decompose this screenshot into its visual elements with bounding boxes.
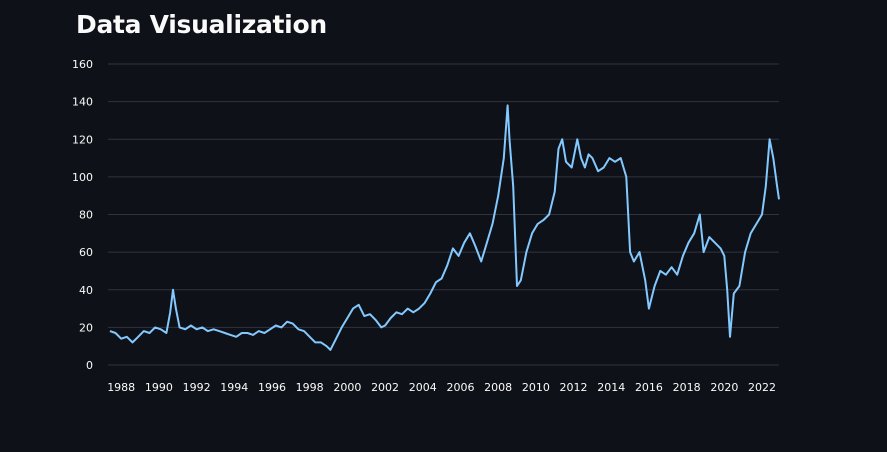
x-tick-label: 2006 [446, 381, 474, 394]
x-tick-label: 1988 [107, 381, 135, 394]
x-tick-label: 1998 [296, 381, 324, 394]
x-tick-label: 2002 [371, 381, 399, 394]
y-tick-label: 140 [72, 96, 93, 109]
y-tick-label: 60 [79, 246, 93, 259]
x-tick-label: 2016 [635, 381, 663, 394]
x-tick-label: 2018 [673, 381, 701, 394]
y-tick-label: 0 [86, 359, 93, 372]
y-tick-label: 40 [79, 284, 93, 297]
gridlines [108, 63, 779, 366]
x-tick-label: 2008 [484, 381, 512, 394]
x-tick-label: 2020 [710, 381, 738, 394]
page-title: Data Visualization [76, 10, 327, 39]
y-tick-label: 20 [79, 321, 93, 334]
x-tick-label: 2014 [597, 381, 625, 394]
x-tick-label: 1992 [183, 381, 211, 394]
y-tick-label: 100 [72, 171, 93, 184]
x-axis-ticks: 1988 1990 1992 1994 1996 1998 2000 2002 2004 2006… [107, 381, 776, 394]
series-line-0 [109, 104, 780, 351]
x-tick-label: 2012 [560, 381, 588, 394]
x-tick-label: 2004 [409, 381, 437, 394]
y-axis-ticks: 0 20 40 60 80 100 120 140 160 [72, 58, 93, 372]
x-tick-label: 2022 [748, 381, 776, 394]
series-layer [109, 104, 780, 351]
x-tick-label: 1990 [145, 381, 173, 394]
y-tick-label: 120 [72, 133, 93, 146]
x-tick-label: 2000 [333, 381, 361, 394]
x-tick-label: 1994 [220, 381, 248, 394]
y-tick-label: 160 [72, 58, 93, 71]
x-tick-label: 2010 [522, 381, 550, 394]
x-tick-label: 1996 [258, 381, 286, 394]
y-tick-label: 80 [79, 209, 93, 222]
